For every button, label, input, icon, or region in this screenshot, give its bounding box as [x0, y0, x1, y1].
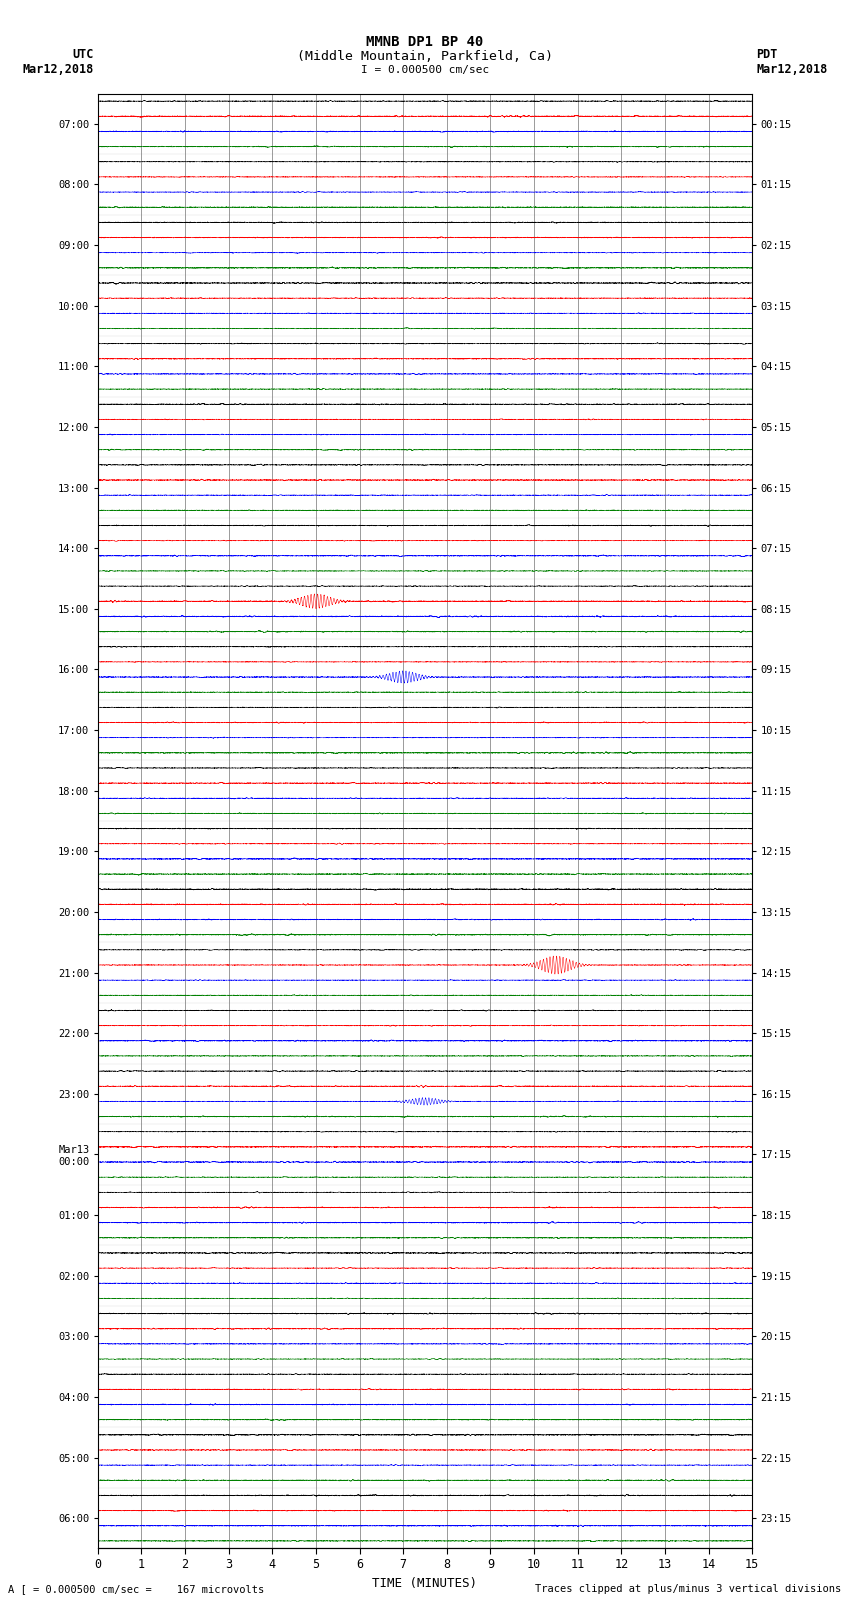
- Text: Traces clipped at plus/minus 3 vertical divisions: Traces clipped at plus/minus 3 vertical …: [536, 1584, 842, 1594]
- Text: A [ = 0.000500 cm/sec =    167 microvolts: A [ = 0.000500 cm/sec = 167 microvolts: [8, 1584, 264, 1594]
- Text: PDT: PDT: [756, 48, 778, 61]
- Text: Mar12,2018: Mar12,2018: [756, 63, 828, 76]
- Text: MMNB DP1 BP 40: MMNB DP1 BP 40: [366, 35, 484, 50]
- Text: Mar12,2018: Mar12,2018: [22, 63, 94, 76]
- Text: UTC: UTC: [72, 48, 94, 61]
- Text: I = 0.000500 cm/sec: I = 0.000500 cm/sec: [361, 65, 489, 74]
- Text: (Middle Mountain, Parkfield, Ca): (Middle Mountain, Parkfield, Ca): [297, 50, 553, 63]
- X-axis label: TIME (MINUTES): TIME (MINUTES): [372, 1578, 478, 1590]
